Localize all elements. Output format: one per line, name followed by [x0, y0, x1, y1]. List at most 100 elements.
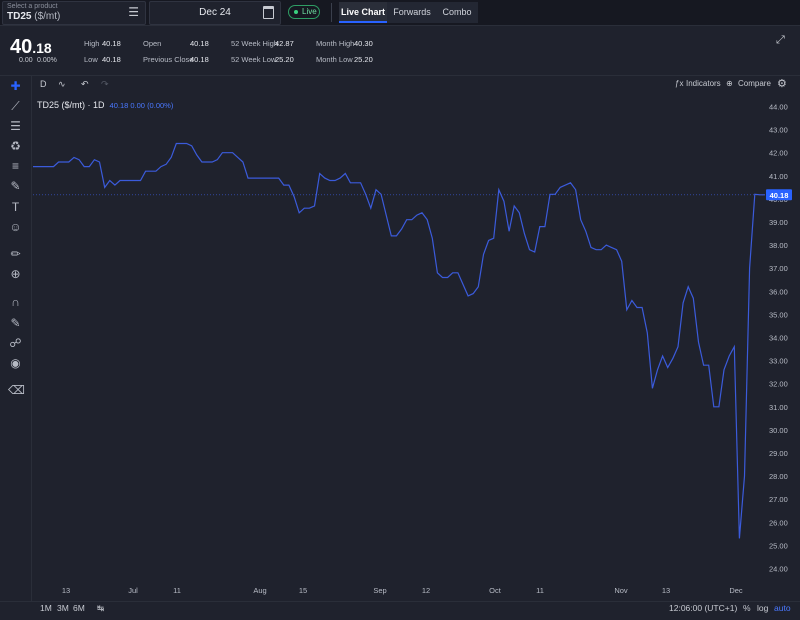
week52-high-label: 52 Week High [231, 39, 278, 48]
crosshair-icon[interactable]: ✚ [10, 79, 21, 93]
magnet-icon[interactable]: ∩ [11, 295, 20, 309]
y-tick-label: 29.00 [769, 449, 788, 458]
auto-toggle[interactable]: auto [774, 603, 791, 613]
x-tick-label: 12 [422, 586, 430, 595]
expand-icon[interactable]: ⤢ [776, 34, 785, 46]
y-tick-label: 30.00 [769, 426, 788, 435]
y-tick-label: 43.00 [769, 126, 788, 135]
open-value: 40.18 [190, 39, 209, 48]
indicators-icon[interactable]: ƒx [675, 79, 684, 88]
prediction-icon[interactable]: ≡ [11, 159, 19, 173]
list-icon: ☰ [128, 5, 139, 19]
live-badge: Live [288, 5, 320, 19]
text-icon[interactable]: T [11, 200, 20, 214]
y-tick-label: 26.00 [769, 518, 788, 527]
calendar-icon [263, 6, 274, 19]
zoom-in-icon[interactable]: ⊕ [10, 267, 21, 281]
x-tick-label: 11 [536, 586, 544, 595]
x-tick-label: 11 [173, 586, 181, 595]
y-tick-label: 34.00 [769, 334, 788, 343]
prev-close-value: 40.18 [190, 55, 209, 64]
week52-low-value: 25.20 [275, 55, 294, 64]
settings-icon[interactable]: ⚙ [777, 78, 787, 90]
chart-frame [0, 75, 800, 620]
clock-time: 12:06:00 (UTC+1) [669, 603, 738, 613]
y-tick-label: 32.00 [769, 380, 788, 389]
range-1m[interactable]: 1M [40, 603, 52, 613]
y-tick-label: 35.00 [769, 310, 788, 319]
open-label: Open [143, 39, 162, 48]
divider [331, 3, 332, 22]
undo-icon[interactable]: ↶ [81, 79, 89, 89]
range-6m[interactable]: 6M [73, 603, 85, 613]
y-tick-label: 38.00 [769, 241, 788, 250]
y-tick-label: 27.00 [769, 495, 788, 504]
y-tick-label: 44.00 [769, 103, 788, 112]
y-tick-label: 41.00 [769, 172, 788, 181]
tab-live-chart[interactable]: Live Chart [339, 2, 387, 23]
tab-forwards[interactable]: Forwards [393, 7, 431, 17]
price-change-pct: 0.00% [37, 57, 57, 64]
x-tick-label: Oct [489, 586, 502, 595]
y-tick-label: 36.00 [769, 287, 788, 296]
low-value: 40.18 [102, 55, 121, 64]
product-hint: Select a product [7, 3, 58, 10]
tab-combo[interactable]: Combo [442, 7, 472, 17]
x-tick-label: 15 [299, 586, 307, 595]
ruler-icon[interactable]: ✏ [10, 247, 21, 261]
high-value: 40.18 [102, 39, 121, 48]
brush-icon[interactable]: ✎ [10, 179, 21, 193]
week52-low-label: 52 Week Low [231, 55, 277, 64]
date-value: Dec 24 [199, 7, 231, 18]
last-price-tag [766, 189, 792, 201]
week52-high-value: 42.87 [275, 39, 294, 48]
y-tick-label: 42.00 [769, 149, 788, 158]
emoji-icon[interactable]: ☺ [9, 220, 22, 234]
interval-button[interactable]: D [40, 79, 47, 89]
chart-type-icon[interactable]: ∿ [58, 79, 66, 89]
x-tick-label: 13 [62, 586, 70, 595]
indicators-button[interactable]: Indicators [686, 79, 721, 88]
prev-close-label: Previous Close [143, 55, 194, 64]
trash-icon[interactable]: ⌫ [8, 383, 25, 397]
drawing-toolbar: ✚ ⟋ ☰ ♻ ≡ ✎ T ☺ ✏ ⊕ ∩ ✎ ☍ ◉ ⌫ [0, 76, 32, 601]
compare-icon[interactable]: ⊕ [726, 79, 733, 88]
live-label: Live [302, 7, 317, 16]
x-tick-label: 13 [662, 586, 670, 595]
percent-toggle[interactable]: % [743, 603, 751, 613]
x-tick-label: Sep [373, 586, 386, 595]
product-unit: ($/mt) [34, 11, 61, 22]
price-change: 0.00 [19, 57, 33, 64]
live-dot-icon [294, 10, 298, 14]
eye-icon[interactable]: ◉ [10, 356, 21, 370]
product-selector[interactable]: Select a product TD25 ($/mt) ☰ [2, 1, 146, 25]
y-tick-label: 39.00 [769, 218, 788, 227]
x-tick-label: Jul [128, 586, 138, 595]
y-tick-label: 37.00 [769, 264, 788, 273]
bottom-bar [0, 601, 800, 620]
pattern-icon[interactable]: ♻ [10, 139, 21, 153]
low-label: Low [84, 55, 98, 64]
product-name: TD25 ($/mt) [7, 11, 61, 22]
chart-legend: TD25 ($/mt) · 1D 40.18 0.00 (0.00%) [37, 100, 173, 110]
goto-date-icon[interactable]: ↹ [97, 603, 105, 613]
x-tick-label: Aug [253, 586, 266, 595]
y-tick-label: 25.00 [769, 541, 788, 550]
month-low-label: Month Low [316, 55, 353, 64]
lock-drawings-icon[interactable]: ✎ [10, 316, 21, 330]
compare-button[interactable]: Compare [738, 79, 771, 88]
trendline-icon[interactable]: ⟋ [11, 99, 20, 113]
x-tick-label: Nov [614, 586, 628, 595]
log-toggle[interactable]: log [757, 603, 769, 613]
redo-icon[interactable]: ↷ [101, 79, 109, 89]
y-tick-label: 31.00 [769, 403, 788, 412]
x-tick-label: Dec [729, 586, 743, 595]
range-3m[interactable]: 3M [57, 603, 69, 613]
month-low-value: 25.20 [354, 55, 373, 64]
fib-lines-icon[interactable]: ☰ [10, 119, 21, 133]
month-high-value: 40.30 [354, 39, 373, 48]
lock-icon[interactable]: ☍ [9, 336, 22, 350]
date-picker[interactable]: Dec 24 [149, 1, 281, 25]
legend-values: 40.18 0.00 (0.00%) [109, 101, 174, 110]
